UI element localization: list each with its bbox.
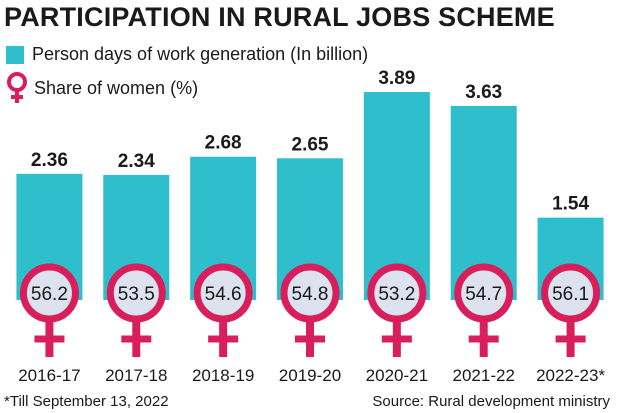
category-label: 2020-21 (366, 366, 428, 385)
legend-item-person-days: Person days of work generation (In billi… (6, 44, 368, 65)
female-symbol-icon (7, 72, 27, 103)
women-share-label: 54.7 (465, 284, 502, 305)
women-share-label: 56.1 (552, 284, 589, 305)
category-label: 2019-20 (279, 366, 341, 385)
bar-value-label: 2.68 (205, 133, 242, 154)
female-symbol-icon (193, 263, 253, 323)
bar-value-label: 2.36 (31, 150, 68, 171)
category-label: 2022-23* (536, 366, 605, 385)
category-label: 2021-22 (453, 366, 515, 385)
female-symbol-icon (541, 263, 601, 323)
bar-value-label: 2.34 (118, 151, 155, 172)
footnote: *Till September 13, 2022 (4, 393, 169, 410)
female-symbol-icon (19, 263, 79, 323)
female-symbol-icon (280, 263, 340, 323)
category-label: 2016-17 (18, 366, 80, 385)
women-share-label: 56.2 (31, 284, 68, 305)
female-symbol-icon (367, 263, 427, 323)
women-share-label: 53.5 (118, 284, 155, 305)
bar-value-label: 3.63 (465, 82, 502, 103)
legend-swatch-bar (6, 45, 24, 64)
source-note: Source: Rural development ministry (372, 393, 610, 410)
category-label: 2018-19 (192, 366, 254, 385)
bar-value-label: 2.65 (292, 134, 329, 155)
women-share-label: 54.6 (205, 284, 242, 305)
bar-value-label: 1.54 (552, 194, 589, 215)
women-share-label: 53.2 (378, 284, 415, 305)
category-label: 2017-18 (105, 366, 167, 385)
legend-label-person-days: Person days of work generation (In billi… (32, 44, 369, 64)
chart-title: PARTICIPATION IN RURAL JOBS SCHEME (4, 2, 555, 32)
legend-item-women-share: Share of women (%) (6, 72, 198, 104)
legend-label-women-share: Share of women (%) (34, 77, 199, 98)
women-share-label: 54.8 (292, 284, 329, 305)
female-symbol-icon (454, 263, 514, 323)
female-symbol-icon (106, 263, 166, 323)
bar-value-label: 3.89 (378, 68, 415, 89)
